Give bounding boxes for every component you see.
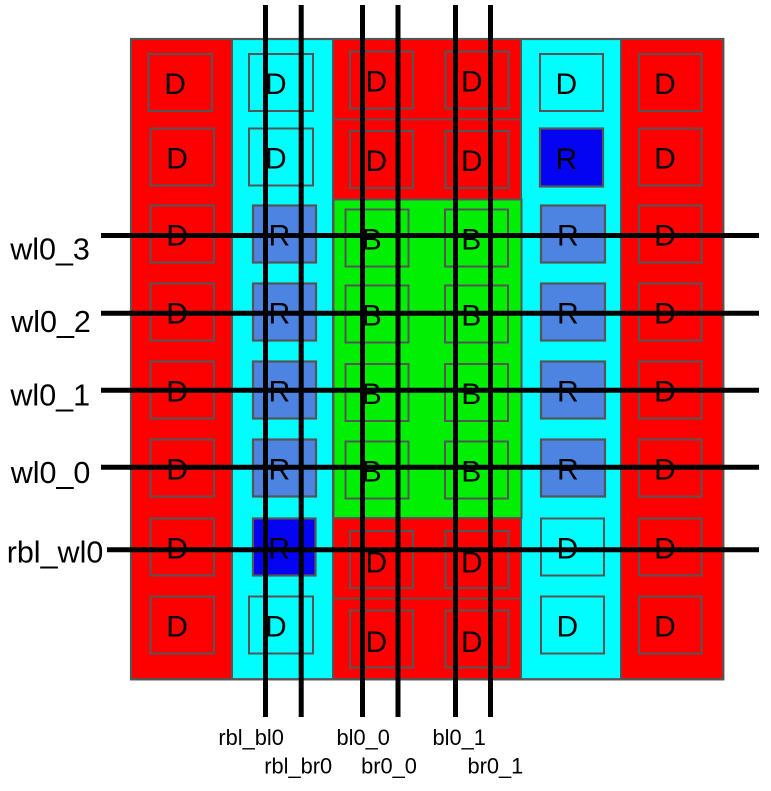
svg-text:D: D — [365, 626, 387, 659]
svg-text:R: R — [555, 143, 577, 176]
svg-text:bl0_1: bl0_1 — [433, 725, 486, 750]
svg-text:D: D — [556, 611, 578, 644]
svg-text:D: D — [166, 454, 188, 487]
svg-text:D: D — [461, 145, 483, 178]
svg-text:B: B — [461, 300, 481, 333]
svg-text:B: B — [461, 224, 481, 257]
svg-text:D: D — [166, 611, 188, 644]
svg-text:wl0_2: wl0_2 — [10, 305, 91, 339]
svg-text:R: R — [557, 454, 579, 487]
svg-text:br0_0: br0_0 — [361, 753, 417, 778]
svg-text:wl0_0: wl0_0 — [10, 456, 91, 490]
svg-text:wl0_3: wl0_3 — [9, 232, 90, 266]
svg-text:D: D — [461, 66, 483, 99]
svg-text:D: D — [265, 143, 287, 176]
svg-text:B: B — [362, 300, 382, 333]
svg-text:D: D — [555, 68, 577, 101]
svg-text:D: D — [461, 626, 483, 659]
svg-text:wl0_1: wl0_1 — [9, 379, 90, 413]
svg-text:D: D — [654, 68, 676, 101]
svg-text:B: B — [461, 378, 481, 411]
svg-text:D: D — [265, 68, 287, 101]
svg-text:D: D — [365, 145, 387, 178]
svg-text:D: D — [365, 66, 387, 99]
svg-text:R: R — [268, 454, 290, 487]
svg-text:bl0_0: bl0_0 — [337, 725, 390, 750]
svg-text:rbl_bl0: rbl_bl0 — [218, 725, 283, 750]
svg-text:D: D — [654, 611, 676, 644]
svg-text:D: D — [265, 611, 287, 644]
svg-text:B: B — [362, 456, 382, 489]
svg-text:B: B — [461, 456, 481, 489]
svg-text:D: D — [365, 547, 387, 580]
svg-text:D: D — [166, 143, 188, 176]
svg-text:rbl_br0: rbl_br0 — [264, 753, 332, 778]
svg-text:B: B — [362, 378, 382, 411]
svg-text:B: B — [362, 224, 382, 257]
svg-text:D: D — [164, 68, 186, 101]
svg-text:D: D — [654, 143, 676, 176]
svg-text:D: D — [461, 547, 483, 580]
svg-text:br0_1: br0_1 — [468, 753, 524, 778]
svg-text:rbl_wl0: rbl_wl0 — [7, 536, 104, 570]
svg-text:D: D — [654, 454, 676, 487]
